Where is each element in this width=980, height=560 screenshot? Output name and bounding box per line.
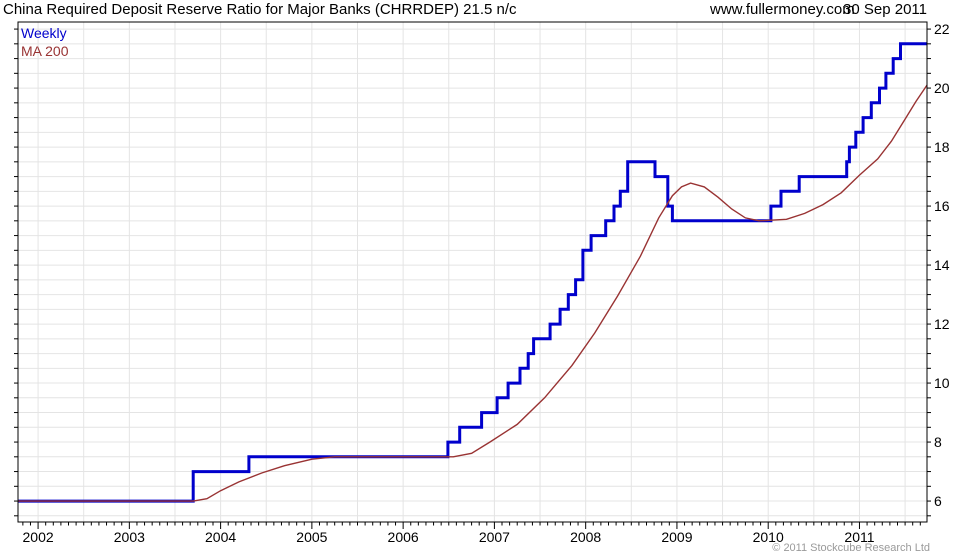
x-axis-label: 2002	[23, 529, 54, 545]
y-axis-label: 22	[934, 21, 950, 37]
y-axis-label: 8	[934, 434, 942, 450]
website-label: www.fullermoney.com	[710, 1, 855, 18]
legend-ma200-label: MA 200	[21, 43, 69, 59]
y-axis-label: 10	[934, 375, 950, 391]
legend-weekly-label: Weekly	[21, 25, 67, 41]
y-axis-label: 12	[934, 316, 950, 332]
x-axis-label: 2006	[388, 529, 419, 545]
plot-border	[17, 21, 928, 523]
x-axis-label: 2007	[479, 529, 510, 545]
y-axis-label: 16	[934, 198, 950, 214]
y-axis-label: 18	[934, 139, 950, 155]
y-axis-label: 6	[934, 493, 942, 509]
x-axis-label: 2009	[661, 529, 692, 545]
series-ma200-line	[18, 84, 928, 502]
x-axis-label: 2004	[205, 529, 236, 545]
date-label: 30 Sep 2011	[843, 1, 927, 18]
chart-title: China Required Deposit Reserve Ratio for…	[3, 1, 517, 18]
copyright-label: © 2011 Stockcube Research Ltd	[772, 542, 930, 554]
y-axis-label: 14	[934, 257, 950, 273]
x-axis-label: 2010	[753, 529, 784, 545]
x-axis-label: 2011	[844, 529, 874, 545]
x-axis-label: 2005	[296, 529, 327, 545]
y-axis-label: 20	[934, 80, 950, 96]
x-axis-label: 2003	[114, 529, 145, 545]
series-weekly-line	[18, 42, 927, 503]
x-axis-label: 2008	[570, 529, 601, 545]
